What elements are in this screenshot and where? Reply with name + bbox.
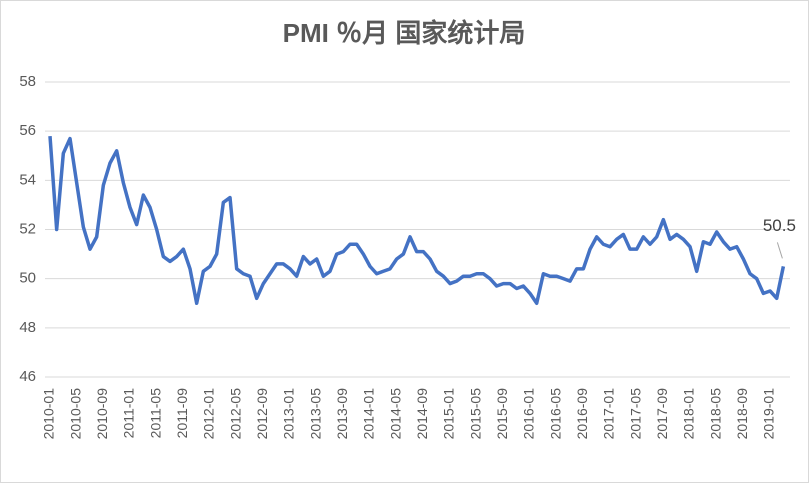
x-tick-label: 2012-05 xyxy=(227,388,243,440)
label-leader xyxy=(776,242,783,259)
x-tick-label: 2011-09 xyxy=(174,388,190,439)
y-tick-label: 52 xyxy=(19,220,36,237)
data-line xyxy=(48,135,786,305)
x-tick-label: 2011-01 xyxy=(121,388,137,439)
x-tick-label: 2013-05 xyxy=(307,388,323,440)
x-tick-label: 2014-01 xyxy=(361,388,377,440)
x-tick-label: 2016-01 xyxy=(521,388,537,440)
x-tick-label: 2016-05 xyxy=(547,388,563,440)
x-tick-label: 2015-05 xyxy=(467,388,483,440)
x-tick-label: 2010-01 xyxy=(41,388,57,440)
y-tick-label: 58 xyxy=(19,73,36,90)
y-tick-label: 54 xyxy=(19,171,36,188)
y-tick-label: 46 xyxy=(19,368,36,385)
x-tick-label: 2017-09 xyxy=(654,388,670,440)
x-tick-label: 2017-01 xyxy=(601,388,617,440)
x-tick-label: 2012-01 xyxy=(201,388,217,440)
x-tick-label: 2014-09 xyxy=(414,388,430,440)
x-tick-label: 2017-05 xyxy=(627,388,643,440)
x-tick-label: 2015-09 xyxy=(494,388,510,440)
x-tick-label: 2013-01 xyxy=(281,388,297,440)
y-tick-label: 48 xyxy=(19,319,36,336)
x-tick-label: 2010-09 xyxy=(94,388,110,440)
x-tick-label: 2018-09 xyxy=(734,388,750,440)
x-tick-label: 2018-05 xyxy=(707,388,723,440)
x-tick-label: 2014-05 xyxy=(387,388,403,440)
x-tick-label: 2012-09 xyxy=(254,388,270,440)
x-tick-label: 2011-05 xyxy=(147,388,163,439)
x-tick-label: 2018-01 xyxy=(681,388,697,440)
y-tick-label: 50 xyxy=(19,270,36,287)
y-tick-label: 56 xyxy=(19,122,36,139)
x-tick-label: 2015-01 xyxy=(441,388,457,440)
chart-title: PMI ％月 国家统计局 xyxy=(283,18,526,48)
x-tick-label: 2019-01 xyxy=(761,388,777,440)
x-tick-label: 2010-05 xyxy=(67,388,83,440)
data-label: 50.5 xyxy=(763,216,796,235)
x-tick-label: 2013-09 xyxy=(334,388,350,440)
x-tick-label: 2016-09 xyxy=(574,388,590,440)
